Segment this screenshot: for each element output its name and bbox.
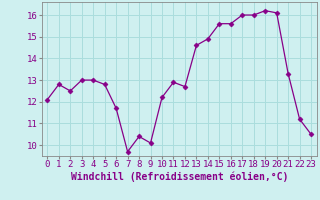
X-axis label: Windchill (Refroidissement éolien,°C): Windchill (Refroidissement éolien,°C) bbox=[70, 172, 288, 182]
